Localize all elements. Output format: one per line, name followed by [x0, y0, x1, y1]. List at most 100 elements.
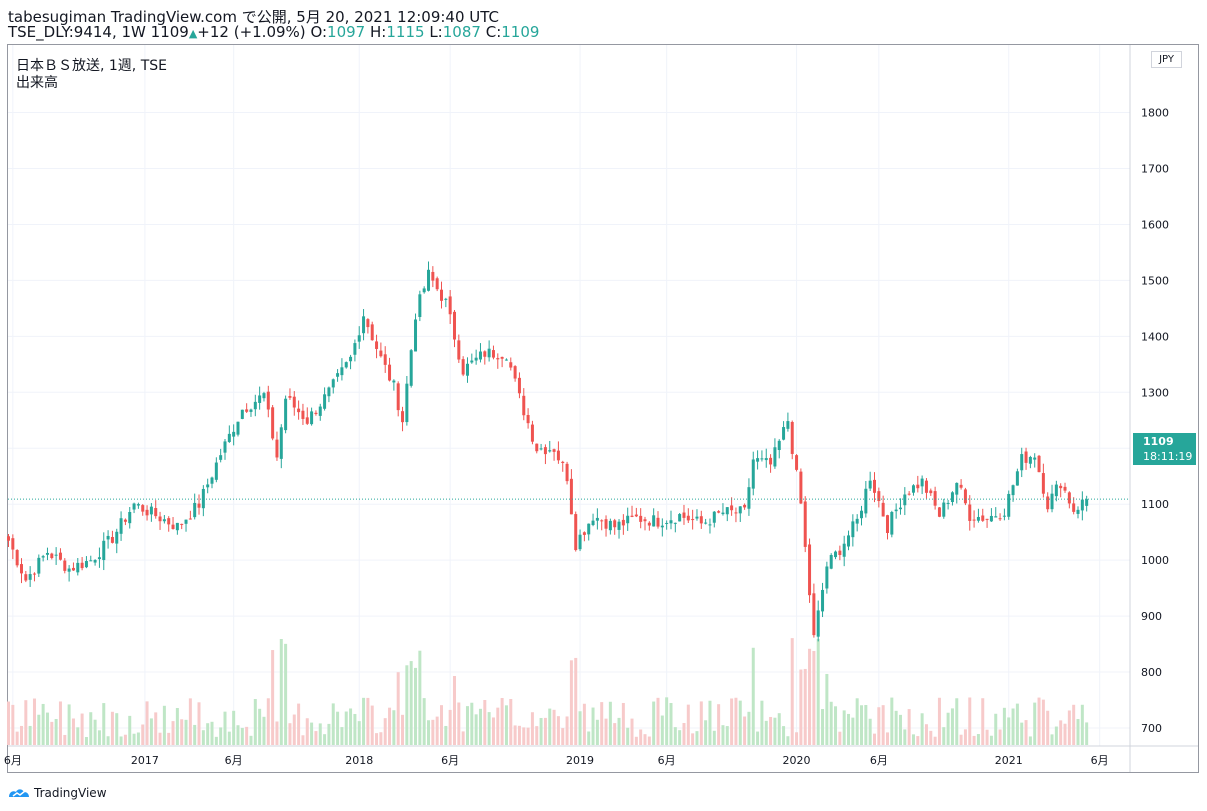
candle-body	[743, 504, 747, 508]
candle-body	[110, 537, 114, 543]
volume-bar	[985, 729, 989, 745]
candle-body	[288, 396, 292, 398]
volume-bar	[314, 731, 318, 745]
volume-bar	[89, 712, 93, 745]
volume-bar	[808, 648, 812, 745]
volume-bar	[197, 702, 201, 745]
volume-bar	[292, 714, 296, 745]
candle-body	[24, 574, 28, 581]
candle-body	[292, 396, 296, 408]
candle-body	[444, 298, 448, 300]
volume-bar	[738, 700, 742, 745]
volume-bar	[54, 719, 58, 745]
volume-bar	[496, 707, 500, 745]
candle-body	[903, 494, 907, 506]
volume-bar	[634, 736, 638, 745]
volume-bar	[613, 723, 617, 745]
candle-body	[955, 482, 959, 495]
candle-body	[924, 480, 928, 493]
grid-lines	[8, 45, 1130, 746]
volume-bar	[630, 718, 634, 745]
volume-bar	[158, 732, 162, 745]
volume-bar	[236, 725, 240, 745]
candle-body	[565, 463, 569, 482]
volume-bar	[574, 657, 578, 745]
volume-bar	[392, 710, 396, 745]
candle-body	[370, 324, 374, 341]
candle-body	[634, 514, 638, 517]
volume-bar	[284, 643, 288, 745]
volume-legend[interactable]: 出来高	[16, 75, 58, 91]
volume-bar	[829, 701, 833, 745]
volume-bar	[569, 660, 573, 745]
candle-body	[708, 524, 712, 526]
volume-bar	[379, 732, 383, 745]
volume-bar	[1015, 703, 1019, 745]
volume-bar	[885, 732, 889, 745]
candle-body	[76, 562, 80, 573]
candle-body	[11, 538, 15, 550]
candle-body	[431, 271, 435, 281]
volume-bar	[842, 710, 846, 745]
volume-bar	[556, 716, 560, 745]
volume-bar	[310, 722, 314, 745]
volume-bar	[682, 722, 686, 745]
tradingview-brand[interactable]: TradingView	[8, 786, 107, 800]
volume-bar	[149, 718, 153, 745]
volume-bar	[604, 718, 608, 745]
candle-body	[37, 557, 41, 574]
volume-bar	[500, 698, 504, 745]
volume-bar	[959, 734, 963, 745]
candle-body	[786, 421, 790, 429]
price-tick-label: 1500	[1141, 274, 1169, 287]
candle-body	[699, 516, 703, 524]
candle-body	[639, 515, 643, 522]
volume-bar	[1002, 707, 1006, 745]
candle-body	[1024, 451, 1028, 463]
volume-bar	[340, 727, 344, 745]
close-label: C:	[485, 23, 502, 41]
candle-body	[409, 350, 413, 386]
candle-body	[868, 480, 872, 489]
candle-body	[136, 504, 140, 506]
candle-body	[245, 409, 249, 412]
price-tick-label: 1300	[1141, 386, 1169, 399]
candle-body	[989, 515, 993, 522]
price-tick-label: 900	[1141, 610, 1162, 623]
volume-bar	[812, 651, 816, 745]
volume-bar	[600, 702, 604, 745]
candle-body	[141, 505, 145, 512]
volume-bar	[673, 727, 677, 745]
candle-body	[864, 488, 868, 514]
time-tick-label: 2018	[345, 754, 373, 767]
currency-label[interactable]: JPY	[1151, 51, 1182, 68]
candle-body	[448, 296, 452, 315]
volume-bar	[444, 725, 448, 745]
candle-body	[890, 512, 894, 535]
candle-body	[180, 523, 184, 525]
volume-bar	[331, 703, 335, 745]
candle-body	[916, 484, 920, 489]
volume-bar	[591, 707, 595, 745]
volume-bar	[786, 736, 790, 745]
candle-body	[1063, 486, 1067, 491]
volume-bar	[41, 703, 45, 745]
volume-bar	[353, 713, 357, 745]
volume-bar	[305, 718, 309, 745]
volume-bar	[336, 711, 340, 745]
time-tick-label: 6月	[870, 754, 888, 767]
candle-body	[790, 421, 794, 454]
volume-bar	[84, 736, 88, 745]
candle-body	[452, 311, 456, 340]
volume-bar	[734, 697, 738, 745]
time-tick-label: 2019	[566, 754, 594, 767]
high-label: H:	[370, 23, 387, 41]
candle-body	[32, 573, 36, 575]
candle-body	[652, 515, 656, 527]
candle-body	[461, 359, 465, 375]
candle-body	[756, 458, 760, 462]
series-legend[interactable]: 日本ＢＳ放送, 1週, TSE	[16, 58, 167, 74]
candle-body	[232, 431, 236, 437]
volume-bar	[552, 709, 556, 745]
